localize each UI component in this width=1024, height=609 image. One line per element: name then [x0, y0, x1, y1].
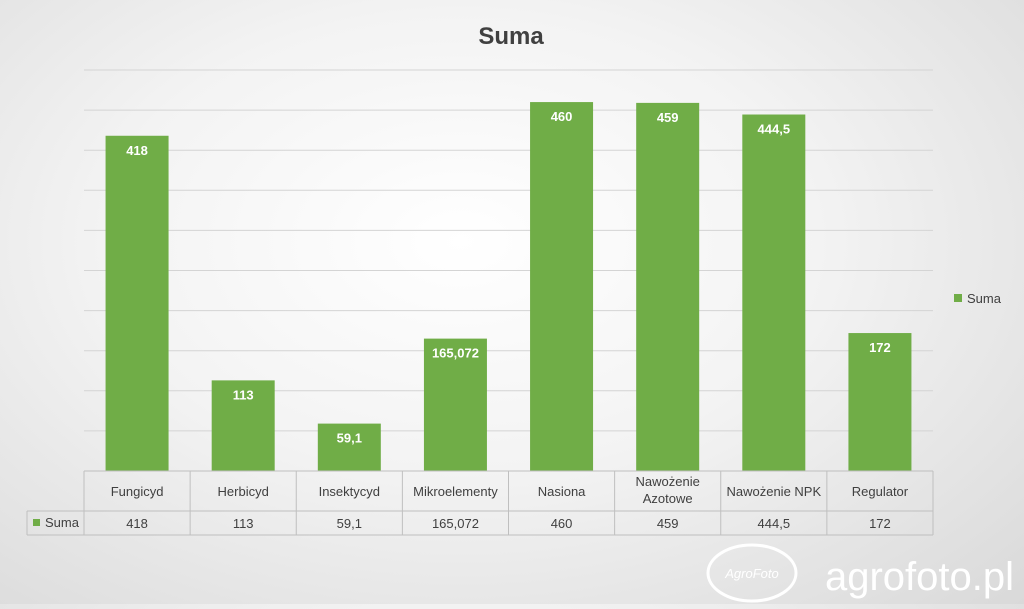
table-value: 460	[551, 516, 573, 531]
category-label: Nasiona	[538, 484, 586, 499]
category-label: Insektycyd	[319, 484, 380, 499]
bar	[423, 338, 487, 471]
bar-value-label: 459	[657, 110, 679, 125]
logo-ring	[706, 543, 798, 603]
table-value: 59,1	[337, 516, 362, 531]
category-label: Herbicyd	[218, 484, 269, 499]
bar-value-label: 59,1	[337, 431, 362, 446]
table-value: 172	[869, 516, 891, 531]
table-value: 165,072	[432, 516, 479, 531]
legend: Suma	[954, 291, 1002, 306]
bar-value-label: 113	[233, 387, 254, 402]
bar	[211, 380, 275, 471]
bar	[317, 423, 381, 471]
category-label: Nawożenie NPK	[726, 484, 821, 499]
bar-value-label: 172	[869, 340, 891, 355]
bar-value-label: 460	[551, 109, 573, 124]
bar	[848, 333, 912, 471]
legend-swatch	[954, 294, 962, 302]
watermark-text: agrofoto.pl	[825, 555, 1014, 599]
table-series-key	[33, 519, 40, 526]
bar	[530, 102, 594, 471]
category-label: Fungicyd	[111, 484, 164, 499]
bar-value-label: 444,5	[758, 122, 791, 137]
bar-value-label: 165,072	[432, 346, 479, 361]
value-labels: 418 113 59,1 165,072 460 459 444,5 172	[126, 109, 891, 446]
table-value: 459	[657, 516, 679, 531]
chart-title: Suma	[478, 23, 544, 50]
category-label: Nawożenie Azotowe	[636, 474, 700, 506]
bar	[742, 114, 806, 472]
category-label: Mikroelementy	[413, 484, 498, 499]
watermark: AgroFoto agrofoto.pl	[706, 543, 1014, 603]
bar-value-label: 418	[126, 143, 148, 158]
data-table: Fungicyd 418 Herbicyd 113 Insektycyd 59,1 Mikr…	[26, 470, 934, 536]
bar	[105, 135, 169, 471]
table-value: 113	[233, 516, 254, 531]
category-label: Regulator	[852, 484, 909, 499]
bar	[636, 102, 700, 471]
legend-label: Suma	[967, 291, 1002, 306]
table-value: 418	[126, 516, 148, 531]
gridlines	[84, 69, 933, 432]
bars	[105, 102, 912, 472]
logo-mark: AgroFoto	[724, 566, 778, 581]
table-value: 444,5	[758, 516, 791, 531]
table-series-name: Suma	[45, 515, 80, 530]
